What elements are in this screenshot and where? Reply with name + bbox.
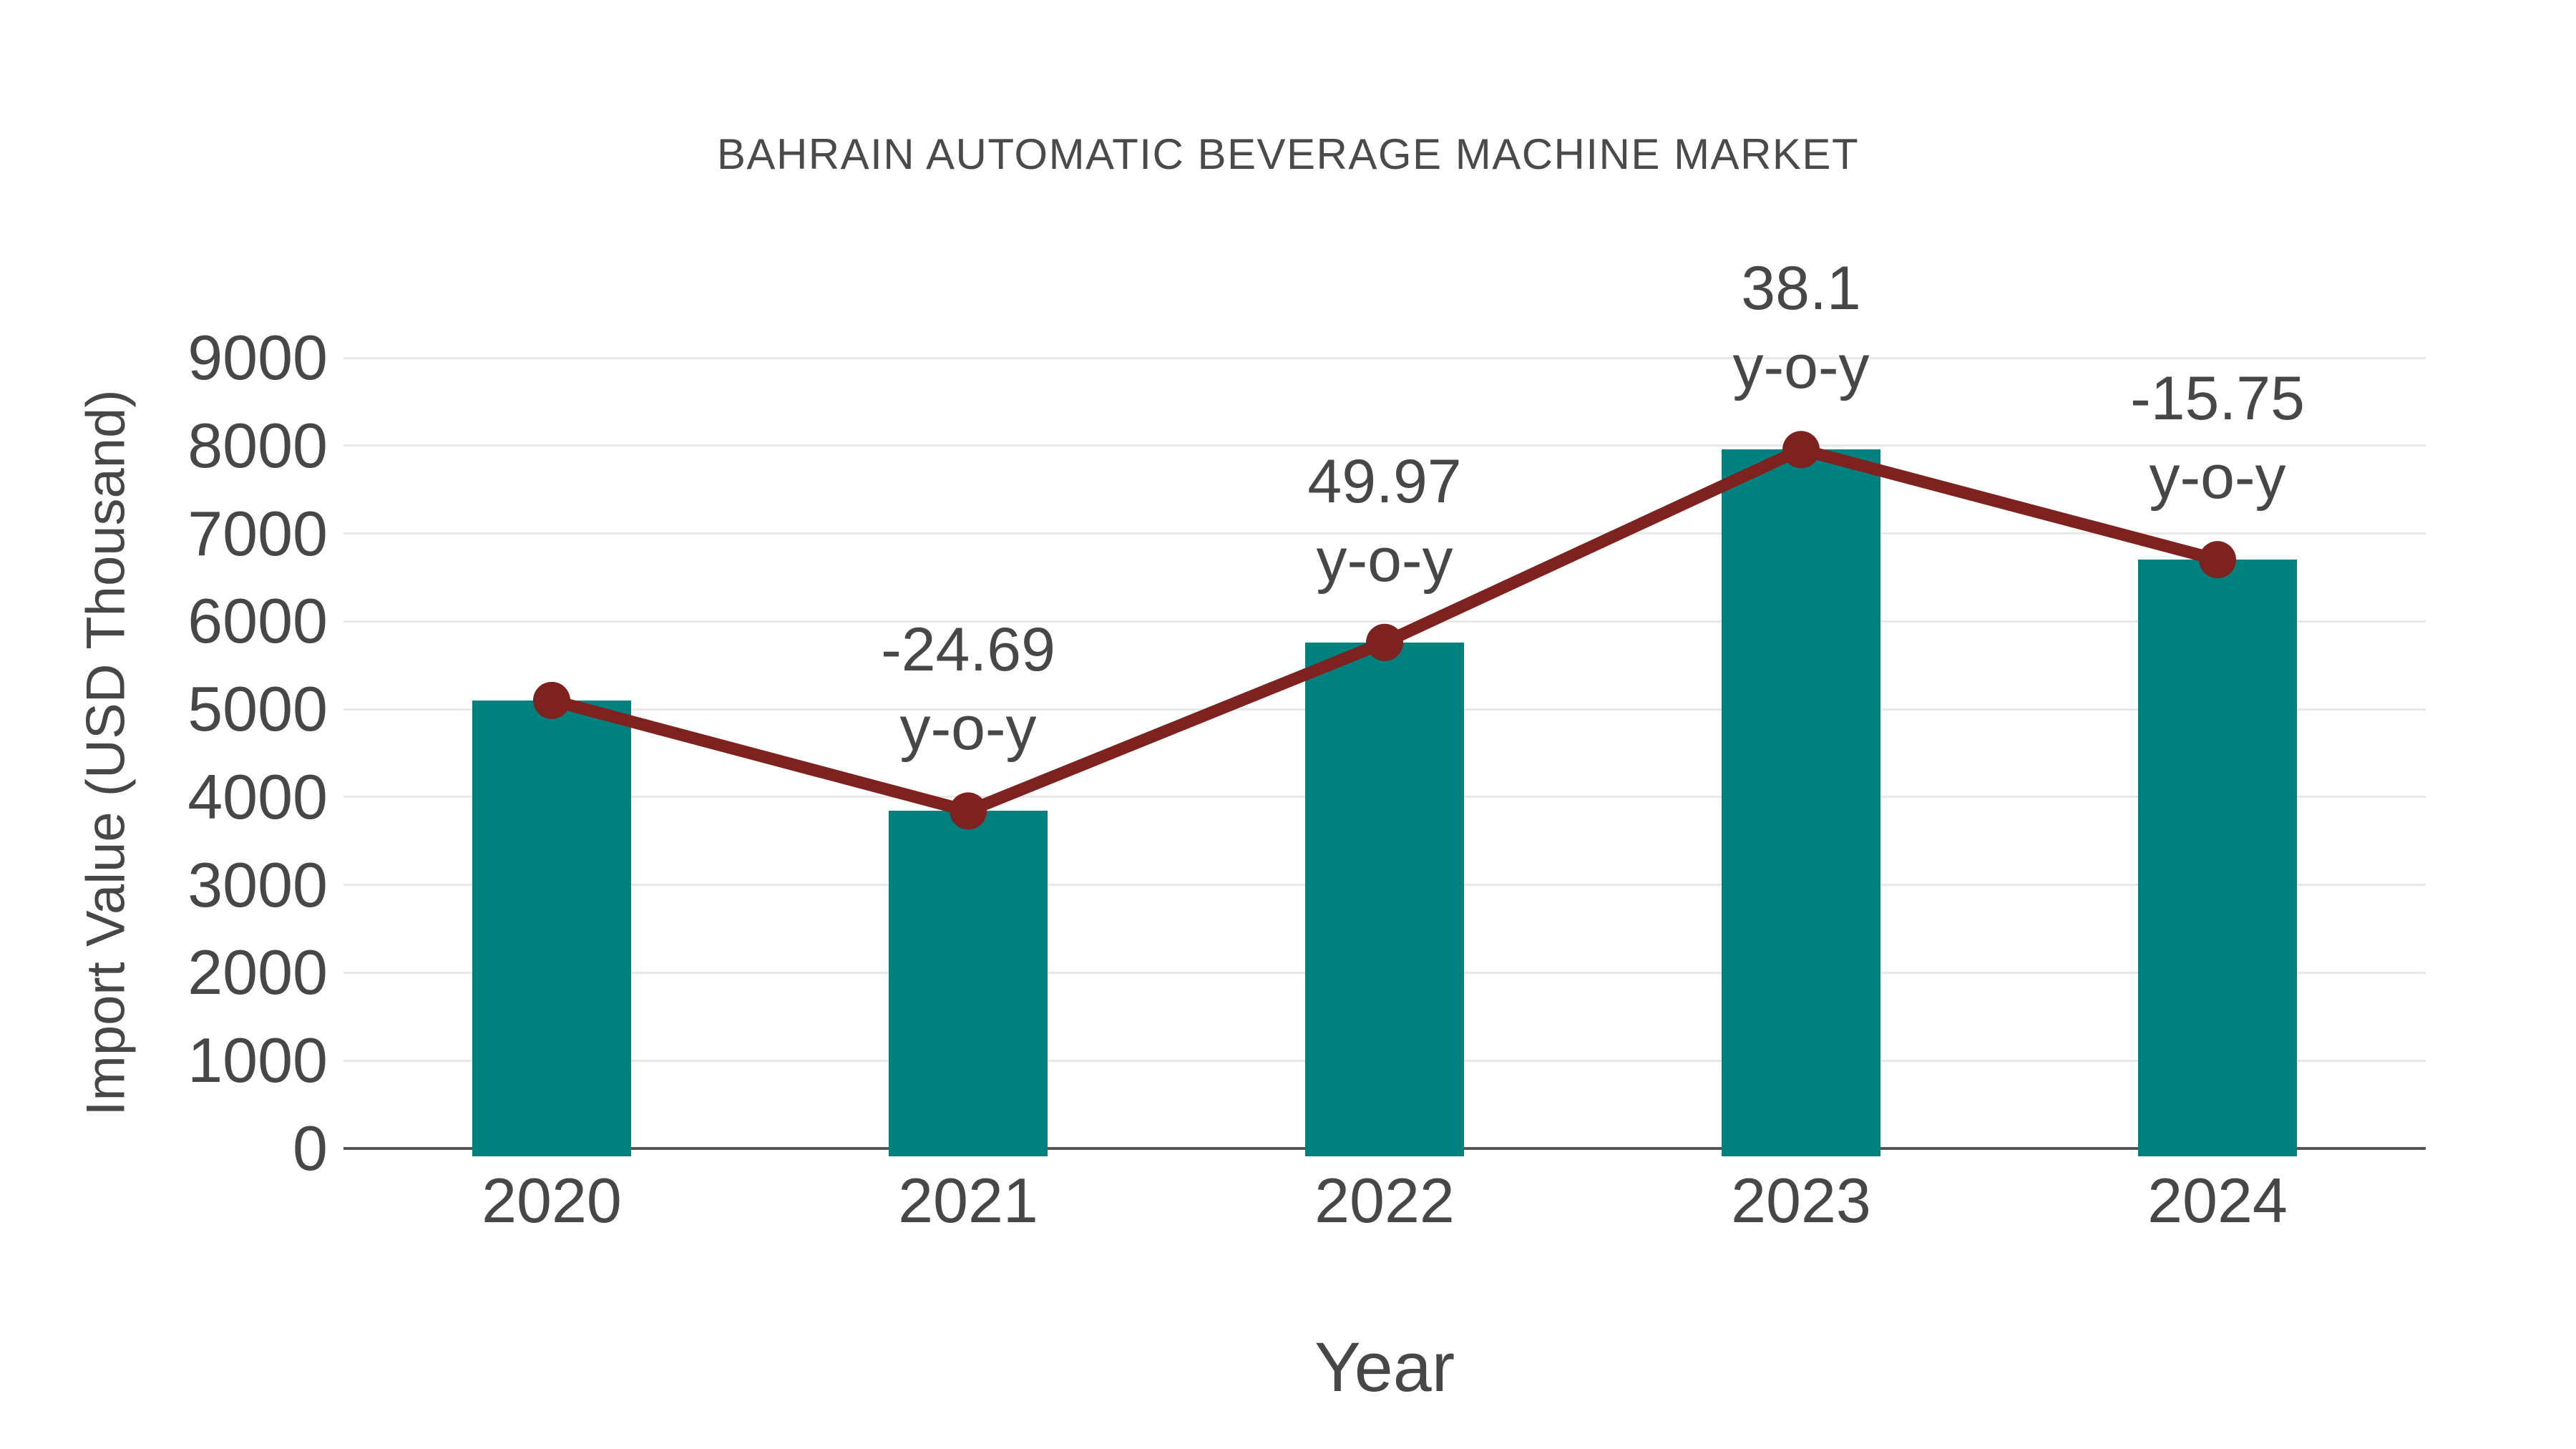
- bar-2021: [889, 811, 1048, 1156]
- y-tick-label-8000: 8000: [187, 409, 328, 481]
- x-tick-label-2021: 2021: [898, 1165, 1038, 1236]
- annotation-value-2024: -15.75: [2130, 364, 2305, 434]
- annotation-suffix-2022: y-o-y: [1316, 525, 1453, 595]
- y-tick-label-3000: 3000: [187, 849, 328, 920]
- annotation-2021: -24.69 y-o-y: [746, 610, 1190, 768]
- annotation-value-2023: 38.1: [1741, 254, 1861, 323]
- bar-2022: [1305, 642, 1464, 1156]
- annotation-2024: -15.75 y-o-y: [1996, 359, 2439, 517]
- gridline-9000: [343, 356, 2426, 359]
- y-tick-label-6000: 6000: [187, 585, 328, 657]
- y-tick-label-4000: 4000: [187, 761, 328, 832]
- y-tick-label-7000: 7000: [187, 497, 328, 569]
- annotation-value-2022: 49.97: [1307, 447, 1462, 516]
- x-tick-label-2020: 2020: [482, 1165, 622, 1236]
- y-tick-label-5000: 5000: [187, 673, 328, 745]
- bar-2020: [472, 700, 631, 1156]
- x-tick-label-2023: 2023: [1731, 1165, 1871, 1236]
- y-tick-label-0: 0: [293, 1113, 328, 1184]
- bar-2023: [1722, 449, 1880, 1156]
- annotation-suffix-2024: y-o-y: [2149, 443, 2286, 512]
- x-tick-label-2024: 2024: [2147, 1165, 2288, 1236]
- chart-title: BAHRAIN AUTOMATIC BEVERAGE MACHINE MARKE…: [716, 130, 1860, 178]
- bar-2024: [2138, 560, 2297, 1156]
- annotation-value-2021: -24.69: [881, 615, 1055, 685]
- annotation-suffix-2021: y-o-y: [899, 694, 1037, 763]
- x-axis-title: Year: [1314, 1328, 1455, 1406]
- annotation-suffix-2023: y-o-y: [1732, 333, 1870, 402]
- y-tick-label-1000: 1000: [187, 1025, 328, 1096]
- annotation-2022: 49.97 y-o-y: [1163, 442, 1606, 600]
- x-tick-label-2022: 2022: [1314, 1165, 1455, 1236]
- y-tick-label-2000: 2000: [187, 937, 328, 1008]
- annotation-2023: 38.1 y-o-y: [1579, 249, 2023, 406]
- gridline-6000: [343, 620, 2426, 623]
- y-axis-title: Import Value (USD Thousand): [75, 389, 137, 1116]
- y-tick-label-9000: 9000: [187, 322, 328, 393]
